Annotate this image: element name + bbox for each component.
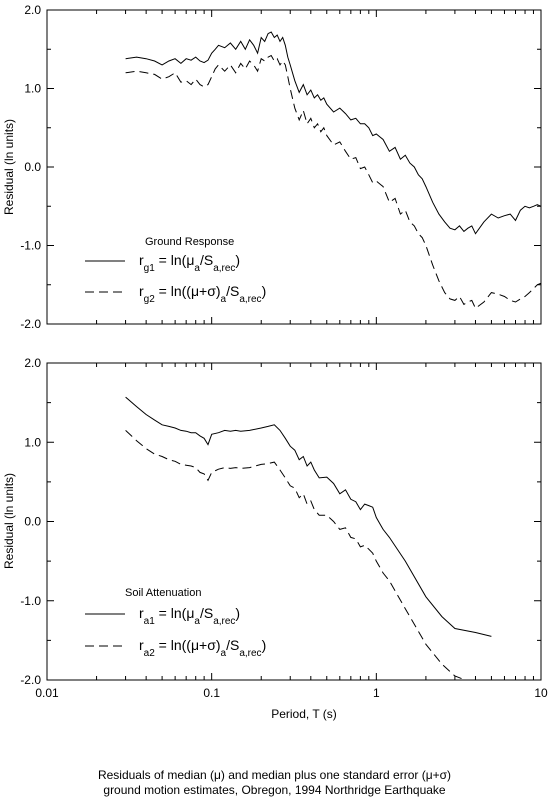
legend-sub: a2 — [144, 648, 156, 659]
legend-sub: a,rec — [239, 648, 261, 659]
legend-sub: a,rec — [213, 263, 235, 274]
legend-text: r — [139, 252, 144, 268]
series-line-median — [125, 396, 492, 637]
panel-title: Ground Response — [145, 236, 234, 248]
legend-sub: a — [194, 263, 200, 274]
legend-text: ) — [262, 283, 267, 299]
ground-response-panel: -2.0 -1.0 0.0 1.0 2.0 Residual (ln units) Grou… — [2, 3, 542, 331]
legend-text: ) — [262, 637, 267, 653]
x-tick-label: 10 — [534, 686, 548, 700]
legend-text: /S — [200, 252, 213, 268]
y-tick-label: 0.0 — [24, 160, 41, 174]
legend-text: r — [139, 637, 144, 653]
legend-sub: a — [221, 294, 227, 305]
x-axis-label: Period, T (s) — [271, 707, 337, 721]
caption-line-1: Residuals of median (μ) and median plus … — [97, 768, 452, 782]
legend-text: μ+σ) — [191, 283, 221, 299]
y-tick-label: -2.0 — [20, 673, 41, 687]
legend-text: r — [139, 283, 144, 299]
y-axis-label: Residual (ln units) — [2, 119, 16, 215]
plot-frame — [46, 362, 542, 681]
legend-text: /S — [226, 283, 239, 299]
legend-entry: rg2 = ln((μ+σ)a/Sa,rec) — [139, 283, 266, 305]
series-line-median — [125, 31, 541, 235]
legend-sub: a — [194, 616, 200, 627]
series-line-upper — [125, 54, 541, 310]
legend-entry: ra1 = ln(μa/Sa,rec) — [139, 605, 240, 627]
legend-text: /S — [226, 637, 239, 653]
figure-caption: Residuals of median (μ) and median plus … — [0, 768, 549, 798]
panel-title: Soil Attenuation — [125, 587, 201, 599]
legend-text: ) — [235, 252, 240, 268]
legend-sub: g2 — [144, 294, 156, 305]
y-tick-label: 2.0 — [24, 356, 41, 370]
y-tick-label: -1.0 — [20, 594, 41, 608]
legend-text: = ln( — [155, 252, 187, 268]
x-tick-label: 0.1 — [203, 686, 220, 700]
y-tick-label: 0.0 — [24, 515, 41, 529]
legend-sub: a,rec — [239, 294, 261, 305]
legend-sub: a1 — [144, 616, 156, 627]
legend-sub: a,rec — [213, 616, 235, 627]
x-tick-label: 0.01 — [35, 686, 59, 700]
legend-text: ) — [235, 605, 240, 621]
y-tick-label: 1.0 — [24, 82, 41, 96]
legend-text: = ln(( — [155, 283, 192, 299]
legend-text: = ln( — [155, 605, 187, 621]
caption-line-2: ground motion estimates, Obregon, 1994 N… — [103, 783, 446, 797]
y-tick-label: -1.0 — [20, 239, 41, 253]
series-line-upper — [125, 430, 467, 680]
legend-text: μ+σ) — [191, 637, 221, 653]
y-axis-label: Residual (ln units) — [2, 473, 16, 569]
y-tick-label: 2.0 — [24, 3, 41, 17]
legend-entry: rg1 = ln(μa/Sa,rec) — [139, 252, 240, 274]
y-tick-label: 1.0 — [24, 435, 41, 449]
legend-entry: ra2 = ln((μ+σ)a/Sa,rec) — [139, 637, 266, 659]
legend-text: μ — [186, 605, 194, 621]
soil-attenuation-panel: -2.0 -1.0 0.0 1.0 2.0 0.01 0.1 1 10 Period, T (s)… — [2, 356, 548, 721]
legend-text: = ln(( — [155, 637, 192, 653]
legend-sub: g1 — [144, 263, 156, 274]
legend-text: μ — [186, 252, 194, 268]
legend-text: r — [139, 605, 144, 621]
legend-text: /S — [200, 605, 213, 621]
legend-sub: a — [221, 648, 227, 659]
x-tick-label: 1 — [373, 686, 380, 700]
plot-frame — [46, 9, 542, 325]
y-tick-label: -2.0 — [20, 317, 41, 331]
